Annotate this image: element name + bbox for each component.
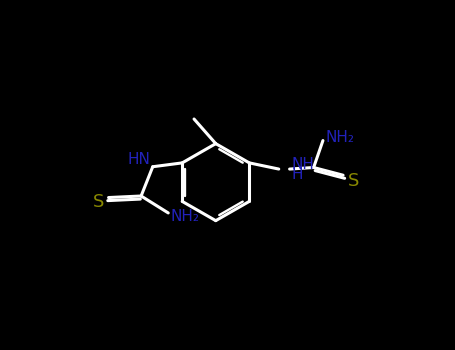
Text: NH: NH — [291, 157, 314, 172]
Text: HN: HN — [127, 152, 150, 167]
Text: NH₂: NH₂ — [171, 209, 200, 224]
Text: S: S — [348, 172, 359, 190]
Text: S: S — [93, 193, 104, 211]
Text: H: H — [291, 167, 303, 182]
Text: NH₂: NH₂ — [325, 130, 354, 145]
